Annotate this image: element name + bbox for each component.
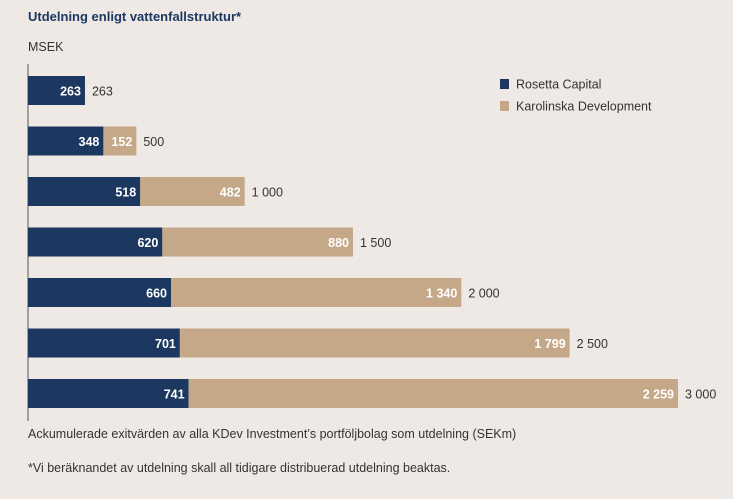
- bar-rosetta-2: [28, 126, 104, 156]
- bar-karolinska-3: [140, 177, 245, 206]
- label-karolinska-7: 2 259: [643, 388, 674, 402]
- label-karolinska-6: 1 799: [534, 337, 565, 351]
- label-rosetta-4: 620: [137, 236, 158, 250]
- unit-label: MSEK: [28, 40, 64, 54]
- bar-rosetta-3: [28, 177, 141, 206]
- label-karolinska-2: 152: [111, 135, 132, 149]
- legend-swatch-karolinska: [500, 101, 509, 111]
- chart-caption: Ackumulerade exitvärden av alla KDev Inv…: [28, 427, 517, 441]
- total-label-6: 2 500: [577, 337, 608, 351]
- label-rosetta-3: 518: [115, 186, 136, 200]
- label-rosetta-1: 263: [60, 85, 81, 99]
- bar-karolinska-7: [188, 379, 679, 408]
- label-rosetta-2: 348: [79, 135, 100, 149]
- legend-label-karolinska: Karolinska Development: [516, 100, 652, 114]
- total-label-1: 263: [92, 85, 113, 99]
- total-label-2: 500: [143, 135, 164, 149]
- legend-label-rosetta: Rosetta Capital: [516, 78, 601, 92]
- total-label-3: 1 000: [252, 186, 283, 200]
- total-label-4: 1 500: [360, 236, 391, 250]
- label-karolinska-5: 1 340: [426, 287, 457, 301]
- chart-title: Utdelning enligt vattenfallstruktur*: [28, 9, 242, 24]
- bar-rosetta-1: [28, 76, 85, 105]
- legend-swatch-rosetta: [500, 79, 509, 89]
- bar-karolinska-5: [171, 278, 462, 307]
- bar-rosetta-4: [28, 227, 163, 257]
- total-label-5: 2 000: [468, 287, 499, 301]
- bar-karolinska-4: [162, 227, 353, 257]
- label-karolinska-4: 880: [328, 236, 349, 250]
- label-rosetta-5: 660: [146, 287, 167, 301]
- total-label-7: 3 000: [685, 388, 716, 402]
- bar-rosetta-5: [28, 278, 171, 307]
- label-rosetta-6: 701: [155, 337, 176, 351]
- bar-karolinska-6: [179, 328, 570, 358]
- bar-karolinska-2: [103, 126, 137, 156]
- bar-rosetta-6: [28, 328, 180, 358]
- label-rosetta-7: 741: [164, 388, 185, 402]
- bar-rosetta-7: [28, 379, 189, 408]
- footnote: *Vi beräknandet av utdelning skall all t…: [28, 461, 451, 475]
- label-karolinska-3: 482: [220, 186, 241, 200]
